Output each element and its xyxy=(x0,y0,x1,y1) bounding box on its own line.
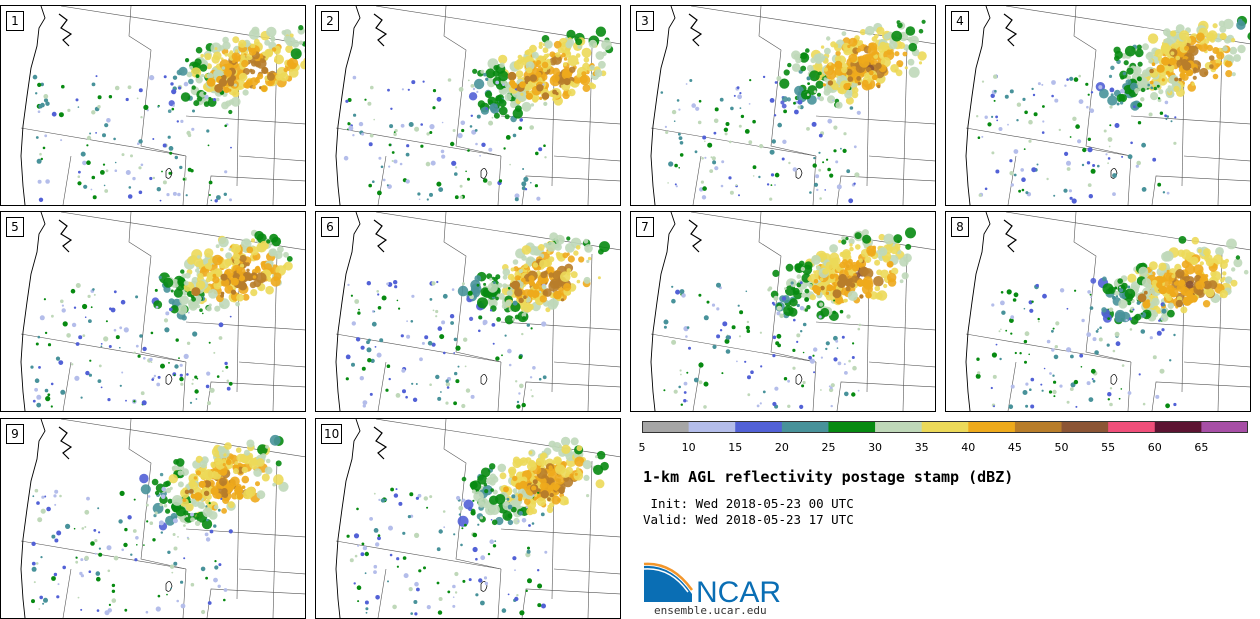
colorbar-bin xyxy=(875,421,923,433)
colorbar-bin xyxy=(1014,421,1063,433)
panel-number: 6 xyxy=(321,217,339,237)
colorbar-tick-label: 25 xyxy=(821,441,836,454)
colorbar-bin xyxy=(735,421,783,433)
panel-map xyxy=(335,212,620,411)
colorbar-tick-label: 65 xyxy=(1194,441,1209,454)
colorbar-tick-label: 50 xyxy=(1054,441,1069,454)
colorbar-bin xyxy=(688,421,736,433)
colorbar-bin xyxy=(1201,421,1248,433)
reflectivity-panel-3: 3 xyxy=(630,5,936,206)
colorbar-bin xyxy=(1108,421,1156,433)
panel-number: 9 xyxy=(6,424,24,444)
panel-map xyxy=(965,212,1250,411)
panel-number: 2 xyxy=(321,11,339,31)
colorbar-bin xyxy=(1061,421,1109,433)
panel-map xyxy=(335,419,620,618)
colorbar-bin xyxy=(828,421,876,433)
colorbar-tick-label: 10 xyxy=(681,441,696,454)
panel-number: 4 xyxy=(951,11,969,31)
panel-map xyxy=(650,6,935,205)
reflectivity-panel-5: 5 xyxy=(0,211,306,412)
colorbar-tick-label: 30 xyxy=(868,441,883,454)
plot-title: 1-km AGL reflectivity postage stamp (dBZ… xyxy=(643,468,1014,486)
panel-map xyxy=(650,212,935,411)
ncar-url: ensemble.ucar.edu xyxy=(654,604,767,617)
reflectivity-panel-10: 10 xyxy=(315,418,621,619)
panel-number: 5 xyxy=(6,217,24,237)
panel-map xyxy=(335,6,620,205)
reflectivity-panel-2: 2 xyxy=(315,5,621,206)
colorbar-tick-label: 45 xyxy=(1007,441,1022,454)
reflectivity-panel-7: 7 xyxy=(630,211,936,412)
ncar-logo-text: NCAR xyxy=(696,576,781,604)
colorbar-tick-label: 40 xyxy=(961,441,976,454)
colorbar-tick-label: 60 xyxy=(1147,441,1162,454)
panel-number: 7 xyxy=(636,217,654,237)
colorbar-tick-label: 55 xyxy=(1101,441,1116,454)
panel-map xyxy=(20,212,305,411)
reflectivity-panel-9: 9 xyxy=(0,418,306,619)
colorbar-bin xyxy=(642,421,690,433)
panel-number: 8 xyxy=(951,217,969,237)
valid-time: Valid: Wed 2018-05-23 17 UTC xyxy=(643,512,854,527)
panel-number: 1 xyxy=(6,11,24,31)
init-time: Init: Wed 2018-05-23 00 UTC xyxy=(643,496,854,511)
colorbar-tick-label: 20 xyxy=(774,441,789,454)
panel-number: 10 xyxy=(321,424,343,444)
panel-number: 3 xyxy=(636,11,654,31)
colorbar-bin xyxy=(968,421,1016,433)
reflectivity-panel-4: 4 xyxy=(945,5,1251,206)
colorbar-bin xyxy=(1154,421,1202,433)
colorbar-tick-label: 5 xyxy=(638,441,646,454)
panel-map xyxy=(20,6,305,205)
colorbar-bin xyxy=(781,421,829,433)
colorbar xyxy=(642,421,1248,433)
panel-map xyxy=(965,6,1250,205)
panel-map xyxy=(20,419,305,618)
colorbar-tick-label: 15 xyxy=(728,441,743,454)
colorbar-tick-label: 35 xyxy=(914,441,929,454)
reflectivity-panel-8: 8 xyxy=(945,211,1251,412)
reflectivity-panel-1: 1 xyxy=(0,5,306,206)
colorbar-bin xyxy=(921,421,969,433)
ncar-logo: NCAR xyxy=(642,562,792,609)
reflectivity-panel-6: 6 xyxy=(315,211,621,412)
